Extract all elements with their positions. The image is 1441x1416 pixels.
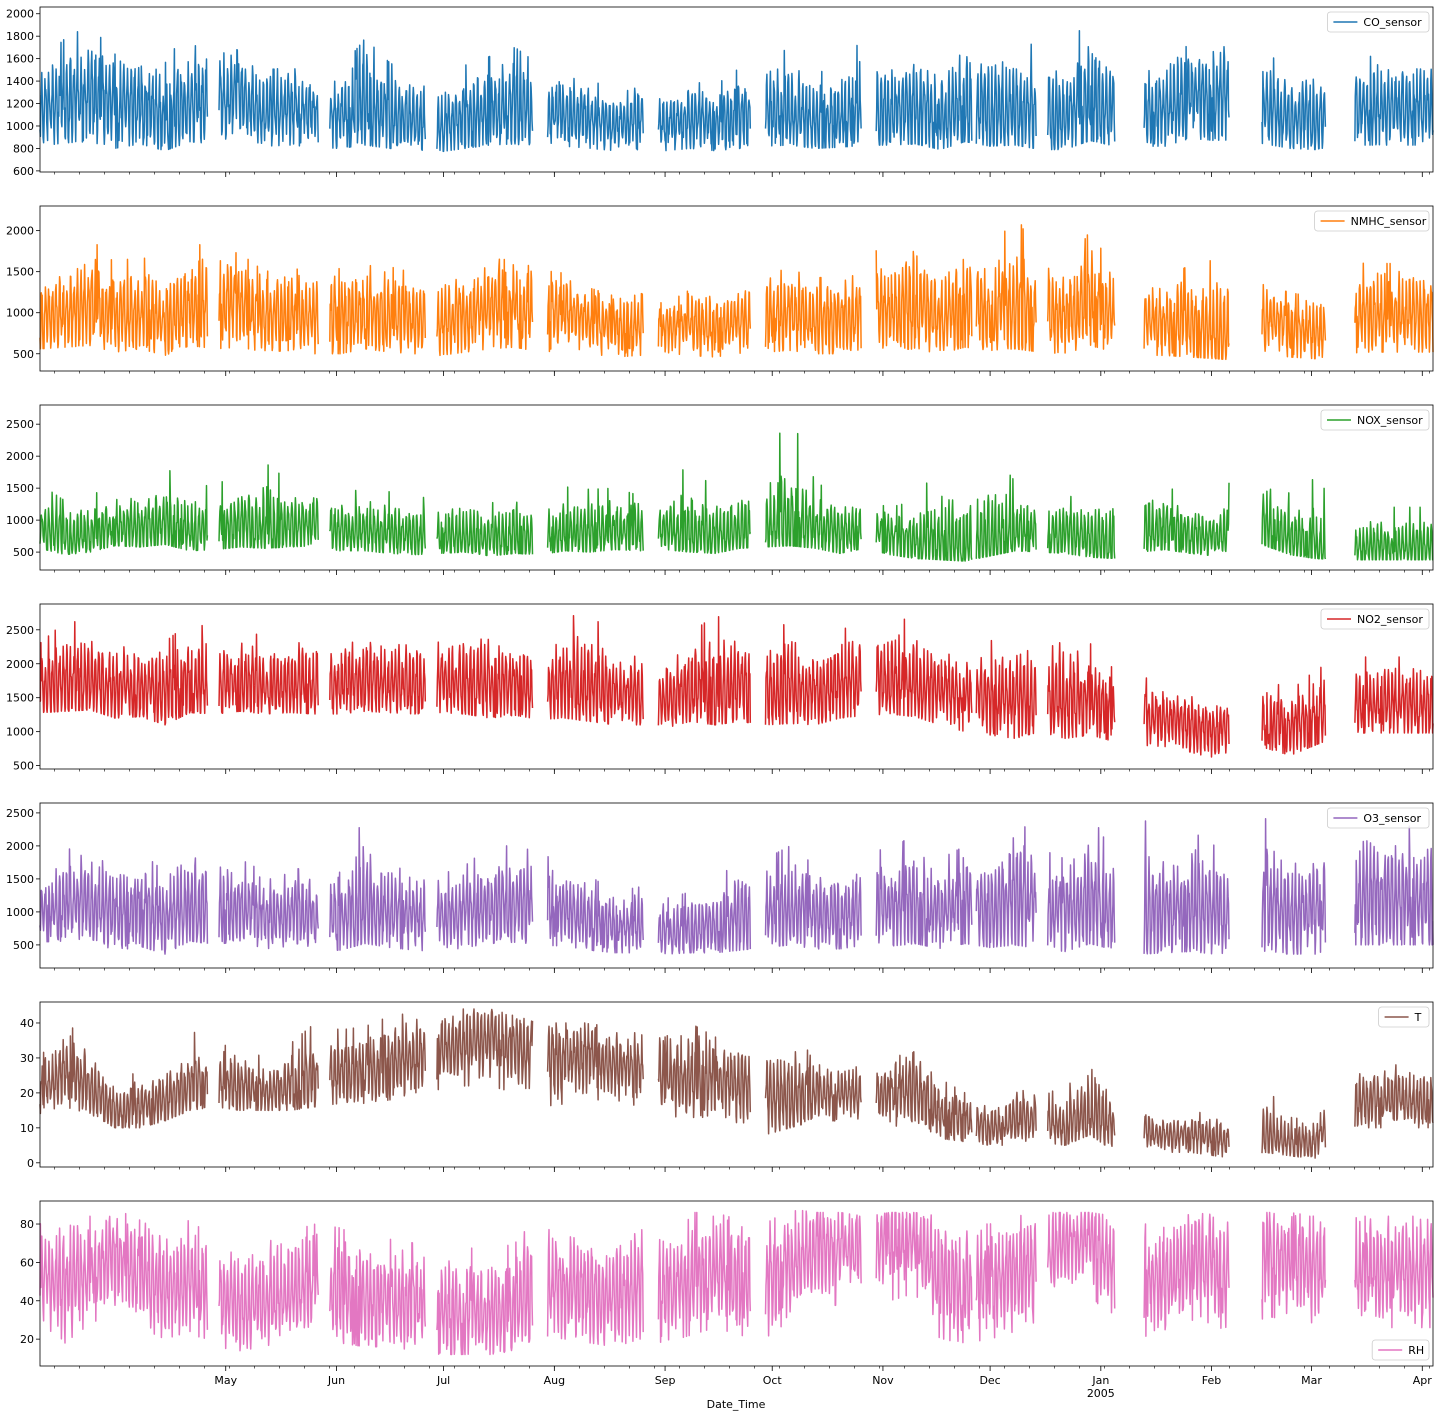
y-tick-label: 1200 [6, 98, 34, 111]
y-tick-label: 2000 [6, 8, 34, 21]
y-tick-label: 20 [20, 1333, 34, 1346]
legend: CO_sensor [1327, 11, 1430, 33]
x-tick-sublabel: 2005 [1087, 1387, 1115, 1400]
x-tick-label: Sep [655, 1374, 676, 1387]
subplot-nmhc-sensor: 500 1000 1500 2000 NMHC_sensor [6, 205, 1434, 376]
plot-frame [39, 404, 1434, 571]
y-tick-label: 40 [20, 1017, 34, 1030]
legend: NOX_sensor [1320, 409, 1430, 431]
subplot-co-sensor: 600 800 1000 1200 1400 1600 1800 2000 CO_sensor [6, 6, 1434, 178]
x-tick-label: May [214, 1374, 237, 1387]
x-tick-label: Nov [872, 1374, 894, 1387]
y-tick-label: 0 [27, 1157, 34, 1170]
plot-frame [39, 802, 1434, 969]
series-line-no2-sensor [39, 614, 1434, 758]
y-tick-label: 600 [13, 165, 34, 178]
legend-label: NO2_sensor [1357, 613, 1423, 626]
y-tick-label: 10 [20, 1122, 34, 1135]
y-tick-label: 1500 [6, 692, 34, 705]
y-tick-label: 80 [20, 1218, 34, 1231]
y-tick-label: 2000 [6, 658, 34, 671]
series-line-t [39, 1008, 1434, 1159]
plot-frame [39, 1200, 1434, 1367]
y-tick-label: 500 [13, 546, 34, 559]
subplot-panels: 600800100012001400160018002000CO_sensor5… [6, 6, 1434, 1400]
y-tick-label: 1500 [6, 266, 34, 279]
legend-label: T [1414, 1011, 1422, 1024]
plot-frame [39, 205, 1434, 372]
y-tick-label: 2500 [6, 418, 34, 431]
series-line-nmhc-sensor [39, 224, 1434, 361]
x-tick-label: Mar [1301, 1374, 1322, 1387]
legend: RH [1371, 1339, 1430, 1361]
y-tick-label: 500 [13, 939, 34, 952]
legend-label: NOX_sensor [1357, 414, 1423, 427]
y-tick-label: 1000 [6, 514, 34, 527]
y-tick-label: 1600 [6, 53, 34, 66]
plot-frame [39, 6, 1434, 173]
plot-frame [39, 603, 1434, 770]
legend-label: O3_sensor [1363, 812, 1421, 825]
y-tick-label: 2500 [6, 624, 34, 637]
x-axis-title: Date_Time [707, 1398, 766, 1411]
y-tick-label: 500 [13, 348, 34, 361]
legend-box [1327, 11, 1430, 33]
y-tick-label: 2000 [6, 225, 34, 238]
subplot-o3-sensor: 500 1000 1500 2000 2500 O3_sensor [6, 802, 1434, 973]
y-tick-label: 1500 [6, 873, 34, 886]
legend-label: NMHC_sensor [1351, 215, 1427, 228]
y-tick-label: 40 [20, 1295, 34, 1308]
subplot-no2-sensor: 500 1000 1500 2000 2500 NO2_sensor [6, 603, 1434, 774]
y-tick-label: 20 [20, 1087, 34, 1100]
y-tick-label: 1000 [6, 906, 34, 919]
y-tick-label: 2000 [6, 450, 34, 463]
y-tick-label: 60 [20, 1256, 34, 1269]
y-tick-label: 1000 [6, 726, 34, 739]
legend-label: CO_sensor [1363, 16, 1422, 29]
y-tick-label: 1400 [6, 75, 34, 88]
x-tick-label: Aug [544, 1374, 565, 1387]
y-tick-label: 2000 [6, 840, 34, 853]
y-tick-label: 1000 [6, 307, 34, 320]
plot-frame [39, 1001, 1434, 1168]
x-tick-label: Jun [327, 1374, 345, 1387]
legend: NMHC_sensor [1314, 210, 1430, 232]
legend: T [1378, 1006, 1430, 1028]
series-line-nox-sensor [39, 432, 1434, 562]
legend-box [1320, 608, 1430, 630]
series-line-co-sensor [39, 29, 1434, 153]
y-tick-label: 500 [13, 760, 34, 773]
legend-box [1327, 807, 1430, 829]
y-tick-label: 1800 [6, 30, 34, 43]
y-tick-label: 2500 [6, 807, 34, 820]
subplot-nox-sensor: 500 1000 1500 2000 2500 NOX_sensor [6, 404, 1434, 575]
legend-label: RH [1408, 1344, 1424, 1357]
y-tick-label: 30 [20, 1052, 34, 1065]
x-tick-label: Feb [1202, 1374, 1221, 1387]
legend: NO2_sensor [1320, 608, 1430, 630]
y-tick-label: 1500 [6, 482, 34, 495]
x-tick-label: Jan [1091, 1374, 1109, 1387]
legend-box [1314, 210, 1430, 232]
legend-box [1320, 409, 1430, 431]
x-tick-label: Apr [1413, 1374, 1433, 1387]
subplot-t: 0 10 20 30 40 T [20, 1001, 1434, 1172]
x-tick-label: Oct [763, 1374, 783, 1387]
x-tick-label: Dec [979, 1374, 1000, 1387]
series-line-rh [39, 1209, 1434, 1356]
x-tick-label: Jul [436, 1374, 450, 1387]
y-tick-label: 800 [13, 142, 34, 155]
series-line-o3-sensor [39, 818, 1434, 955]
legend: O3_sensor [1327, 807, 1430, 829]
y-tick-label: 1000 [6, 120, 34, 133]
